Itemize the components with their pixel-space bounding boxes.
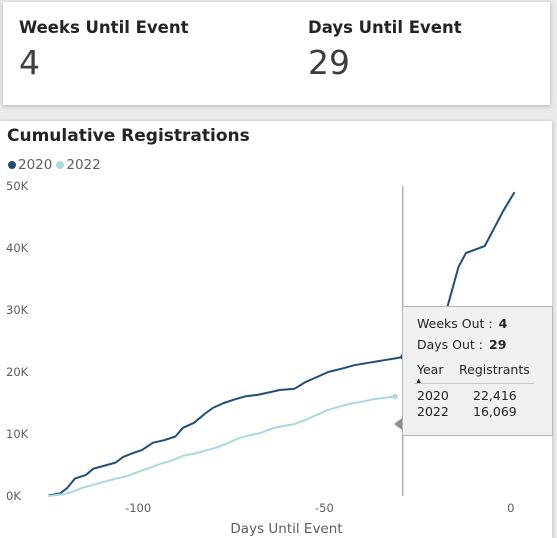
x-tick-label: 0 — [507, 501, 514, 515]
y-tick-label: 30K — [6, 303, 29, 317]
tooltip-row-registrants: 16,069 — [473, 404, 517, 419]
series-point-2022 — [392, 393, 398, 399]
legend: 2020 2022 — [8, 157, 101, 173]
kpi-label: Days Until Event — [308, 18, 462, 37]
chart-title: Cumulative Registrations — [7, 126, 250, 146]
tooltip-days-label: Days Out : — [417, 337, 484, 352]
x-tick-label: -50 — [315, 501, 334, 515]
y-tick-label: 20K — [6, 365, 29, 379]
y-tick-label: 0K — [6, 489, 21, 503]
tooltip-weeks-row: Weeks Out : 4 — [417, 316, 507, 331]
kpi-card: Weeks Until Event 4 Days Until Event 29 — [3, 2, 550, 105]
y-tick-label: 40K — [6, 241, 29, 255]
legend-item-2020[interactable]: 2020 — [8, 157, 52, 173]
tooltip-pointer — [394, 418, 402, 430]
tooltip-header-year[interactable]: Year — [417, 362, 444, 377]
tooltip-days-row: Days Out : 29 — [417, 337, 506, 352]
legend-label: 2022 — [66, 157, 101, 173]
x-axis-title: Days Until Event — [230, 521, 342, 537]
tooltip: Weeks Out : 4 Days Out : 29 Year Registran… — [402, 306, 553, 436]
x-tick-label: -100 — [125, 501, 151, 515]
kpi-weeks-until-event: Weeks Until Event 4 — [19, 18, 188, 82]
kpi-days-until-event: Days Until Event 29 — [308, 18, 462, 82]
legend-item-2022[interactable]: 2022 — [56, 157, 101, 173]
tooltip-row-year: 2020 — [417, 388, 449, 403]
series-line-2022 — [48, 395, 396, 497]
y-tick-label: 10K — [6, 427, 29, 441]
kpi-label: Weeks Until Event — [19, 18, 189, 37]
tooltip-weeks-value: 4 — [498, 316, 508, 331]
sort-ascending-icon: ▲ — [416, 377, 422, 385]
tooltip-days-value: 29 — [489, 337, 507, 352]
tooltip-header-registrants[interactable]: Registrants — [459, 362, 530, 377]
tooltip-divider — [414, 383, 534, 384]
tooltip-row-year: 2022 — [417, 404, 449, 419]
tooltip-row-registrants: 22,416 — [473, 388, 517, 403]
y-tick-label: 50K — [6, 179, 29, 193]
kpi-value: 4 — [19, 43, 40, 82]
tooltip-weeks-label: Weeks Out : — [417, 316, 493, 331]
legend-marker — [56, 161, 65, 169]
kpi-value: 29 — [308, 43, 350, 82]
legend-marker — [8, 161, 16, 169]
legend-label: 2020 — [18, 157, 53, 173]
